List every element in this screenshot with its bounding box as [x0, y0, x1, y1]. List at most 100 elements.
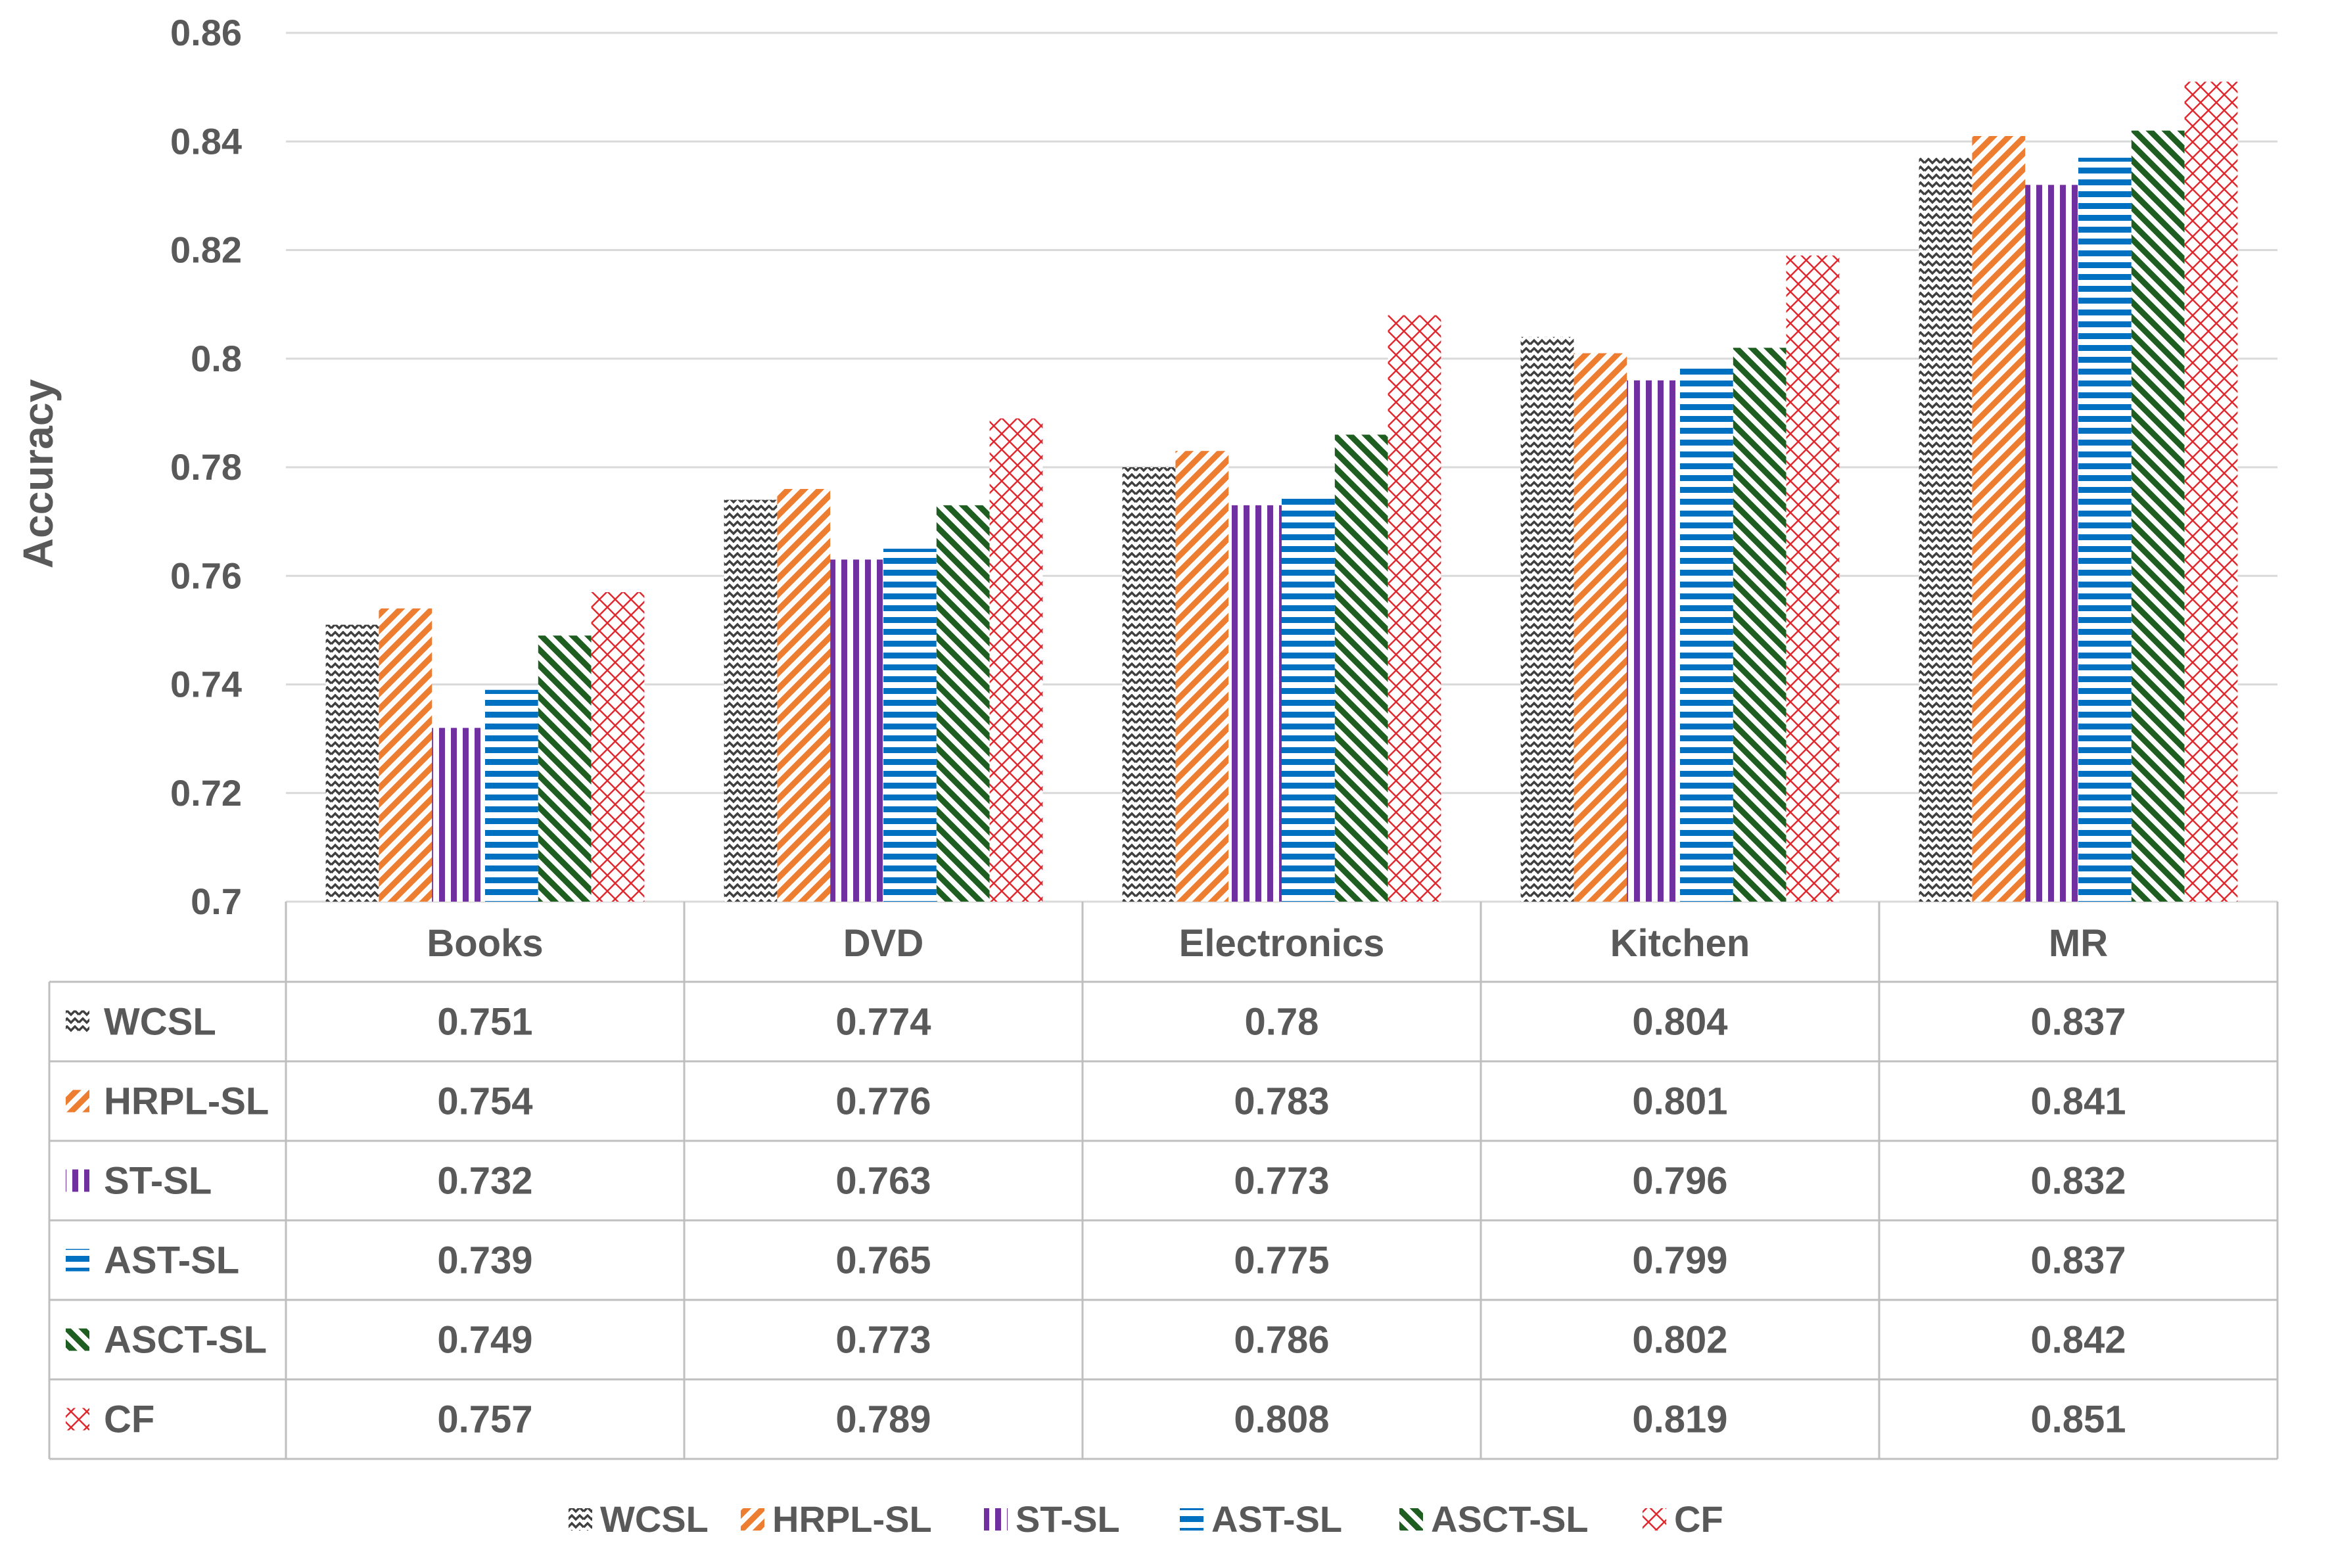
bars [325, 81, 2238, 902]
legend-label: AST-SL [1211, 1498, 1342, 1540]
table-cell-value: 0.837 [2030, 1001, 2126, 1044]
bar-ast-sl-kitchen [1680, 364, 1733, 902]
table-cell-value: 0.754 [437, 1080, 532, 1123]
table-series-name: HRPL-SL [104, 1080, 269, 1123]
legend-swatch [569, 1508, 592, 1531]
bar-cf-electronics [1388, 315, 1441, 902]
table-cell-value: 0.789 [835, 1398, 931, 1441]
table-series-swatch [66, 1408, 89, 1431]
bar-asct-sl-mr [2131, 130, 2185, 902]
table-series-name: AST-SL [104, 1239, 239, 1282]
bar-st-sl-books [432, 727, 485, 902]
bar-wcsl-dvd [724, 499, 778, 902]
table-series-swatch [66, 1090, 89, 1113]
y-tick-label: 0.8 [191, 338, 242, 379]
bar-ast-sl-mr [2078, 158, 2132, 902]
table-cell-value: 0.751 [437, 1001, 532, 1044]
category-label: Books [427, 922, 543, 965]
category-label: MR [2049, 922, 2108, 965]
bar-st-sl-kitchen [1627, 380, 1680, 902]
legend-label: HRPL-SL [772, 1498, 932, 1540]
legend-swatch [984, 1508, 1008, 1531]
y-tick-label: 0.84 [170, 120, 242, 162]
legend-label: ASCT-SL [1431, 1498, 1589, 1540]
table-cell-value: 0.773 [835, 1319, 931, 1362]
legend-label: CF [1674, 1498, 1723, 1540]
y-tick-label: 0.76 [170, 555, 242, 596]
bar-cf-mr [2184, 81, 2238, 902]
table-series-name: CF [104, 1398, 154, 1441]
table-cell-value: 0.78 [1245, 1001, 1319, 1044]
bar-cf-books [591, 592, 645, 902]
bar-asct-sl-electronics [1334, 434, 1388, 902]
y-tick-label: 0.7 [191, 881, 242, 922]
legend-swatch [741, 1508, 764, 1531]
bar-hrpl-sl-electronics [1175, 451, 1229, 902]
bar-hrpl-sl-books [379, 608, 432, 902]
bar-cf-kitchen [1786, 255, 1840, 902]
table-cell-value: 0.757 [437, 1398, 532, 1441]
bar-wcsl-mr [1919, 158, 1972, 902]
table-cell-value: 0.775 [1234, 1239, 1329, 1282]
bar-ast-sl-electronics [1282, 494, 1335, 902]
bar-ast-sl-dvd [883, 548, 937, 902]
table-cell-value: 0.832 [2030, 1160, 2126, 1203]
table-cell-value: 0.802 [1632, 1319, 1727, 1362]
table-cell-value: 0.763 [835, 1160, 931, 1203]
table-cell-value: 0.841 [2030, 1080, 2126, 1123]
table-cell-value: 0.749 [437, 1319, 532, 1362]
legend-swatch [1643, 1508, 1666, 1531]
table-series-swatch [66, 1010, 89, 1033]
legend-label: WCSL [600, 1498, 709, 1540]
category-label: DVD [843, 922, 923, 965]
table-cell-value: 0.804 [1632, 1001, 1727, 1044]
bar-hrpl-sl-dvd [777, 489, 831, 902]
table-cell-value: 0.842 [2030, 1319, 2126, 1362]
data-table: Books DVD Electronics Kitchen MR WCSL 0.751 0.7… [48, 902, 2279, 1460]
bar-asct-sl-kitchen [1733, 348, 1786, 902]
y-axis: 0.7 0.72 0.74 0.76 0.78 0.8 0.82 0.84 0.86 Accura… [14, 12, 242, 922]
table-cell-value: 0.765 [835, 1239, 931, 1282]
bar-asct-sl-dvd [936, 505, 990, 902]
table-cell-value: 0.773 [1234, 1160, 1329, 1203]
bar-wcsl-kitchen [1520, 336, 1574, 902]
y-tick-label: 0.86 [170, 12, 242, 53]
legend: WCSL HRPL-SL ST-SL AST-SL ASCT-SL CF [569, 1498, 1723, 1540]
legend-swatch [1399, 1508, 1423, 1531]
table-cell-value: 0.837 [2030, 1239, 2126, 1282]
bar-ast-sl-books [485, 689, 538, 902]
table-cell-value: 0.799 [1632, 1239, 1727, 1282]
bar-st-sl-mr [2025, 185, 2078, 902]
table-cell-value: 0.796 [1632, 1160, 1727, 1203]
table-cell-value: 0.776 [835, 1080, 931, 1123]
bar-st-sl-electronics [1228, 505, 1282, 902]
legend-label: ST-SL [1015, 1498, 1120, 1540]
bar-st-sl-dvd [830, 559, 883, 902]
table-series-name: WCSL [104, 1001, 216, 1044]
y-tick-label: 0.78 [170, 446, 242, 488]
table-cell-value: 0.851 [2030, 1398, 2126, 1441]
table-cell-value: 0.774 [835, 1001, 931, 1044]
table-cell-value: 0.819 [1632, 1398, 1727, 1441]
bar-wcsl-electronics [1122, 467, 1176, 902]
table-cell-value: 0.808 [1234, 1398, 1329, 1441]
table-cell-value: 0.732 [437, 1160, 532, 1203]
table-series-name: ASCT-SL [104, 1319, 267, 1362]
legend-swatch [1180, 1508, 1203, 1531]
bar-hrpl-sl-kitchen [1574, 353, 1627, 902]
bar-hrpl-sl-mr [1972, 135, 2026, 902]
table-series-swatch [66, 1328, 89, 1351]
table-cell-value: 0.783 [1234, 1080, 1329, 1123]
y-axis-title: Accuracy [14, 379, 62, 569]
y-tick-label: 0.74 [170, 664, 242, 705]
table-cell-value: 0.786 [1234, 1319, 1329, 1362]
table-cell-value: 0.739 [437, 1239, 532, 1282]
bar-asct-sl-books [538, 635, 592, 902]
y-tick-label: 0.82 [170, 229, 242, 271]
y-tick-label: 0.72 [170, 772, 242, 814]
table-series-swatch [66, 1249, 89, 1272]
bar-wcsl-books [325, 624, 379, 902]
bar-cf-dvd [989, 418, 1043, 902]
